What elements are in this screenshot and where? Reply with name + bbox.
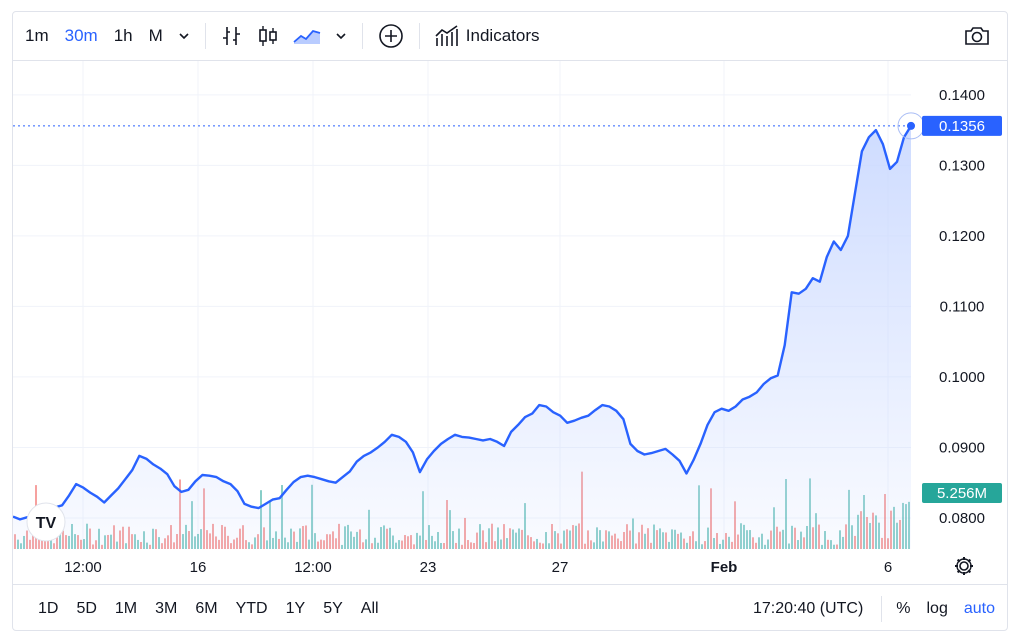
current-price-label: 0.1356: [939, 118, 985, 135]
log-scale-button[interactable]: log: [926, 600, 948, 617]
interval-30m-button[interactable]: 30m: [64, 26, 98, 45]
interval-1m-button[interactable]: 1m: [25, 26, 49, 45]
tradingview-logo[interactable]: [26, 502, 66, 542]
camera-icon[interactable]: [957, 12, 997, 60]
interval-m-button[interactable]: M: [148, 26, 163, 45]
chart-widget: 1m 30m 1h M Indicators 0.1400 0.1300: [12, 11, 1008, 631]
y-tick-label: 0.1000: [939, 369, 985, 386]
current-price-badge: [922, 115, 1002, 136]
y-tick-label: 0.1400: [939, 87, 985, 104]
y-tick-label: 0.1300: [939, 157, 985, 174]
range-3m-button[interactable]: 3M: [155, 600, 178, 617]
current-price-dot: [907, 121, 915, 130]
scale-options: % log auto: [888, 600, 1003, 618]
bottom-divider: [881, 596, 883, 622]
indicators-label: Indicators: [465, 26, 540, 45]
x-tick-label: Feb: [711, 559, 738, 576]
volume-label: 5.256M: [937, 485, 987, 502]
range-group: 1D 5D 1M 3M 6M YTD 1Y 5Y All: [29, 600, 388, 618]
chevron-down-icon[interactable]: [328, 12, 354, 60]
indicators-button[interactable]: Indicators: [428, 12, 546, 60]
interval-group: 1m 30m 1h M: [17, 12, 171, 60]
range-1d-button[interactable]: 1D: [38, 600, 59, 617]
y-tick-label: 0.0800: [939, 510, 985, 527]
range-5d-button[interactable]: 5D: [76, 600, 97, 617]
range-1y-button[interactable]: 1Y: [285, 600, 306, 617]
range-5y-button[interactable]: 5Y: [323, 600, 343, 617]
bar-chart-icon[interactable]: [214, 12, 250, 60]
x-tick-label: 23: [420, 559, 437, 576]
volume-badge: [922, 483, 1002, 503]
toolbar-divider: [361, 23, 363, 49]
y-tick-label: 0.1100: [940, 298, 985, 315]
candles-icon[interactable]: [250, 12, 286, 60]
bottom-toolbar: 1D 5D 1M 3M 6M YTD 1Y 5Y All 17:20:40 (UTC) % log…: [13, 584, 1007, 633]
toolbar-divider: [204, 23, 206, 49]
range-1m-button[interactable]: 1M: [114, 600, 138, 617]
x-tick-label: 12:00: [64, 559, 102, 576]
gear-icon[interactable]: [955, 557, 973, 575]
percent-scale-button[interactable]: %: [896, 600, 911, 617]
price-chart[interactable]: 0.1400 0.1300 0.1200 0.1100 0.1000 0.0900 0.08…: [13, 12, 1007, 584]
range-all-button[interactable]: All: [360, 600, 379, 617]
toolbar-divider: [418, 23, 420, 49]
x-tick-label: 27: [552, 559, 569, 576]
interval-1h-button[interactable]: 1h: [113, 26, 133, 45]
tradingview-logo-text: TV: [36, 515, 57, 532]
range-6m-button[interactable]: 6M: [195, 600, 218, 617]
indicators-icon: [435, 25, 458, 46]
x-tick-label: 16: [190, 559, 207, 576]
range-ytd-button[interactable]: YTD: [235, 600, 268, 617]
area-chart-icon[interactable]: [286, 12, 328, 60]
plus-circle-icon[interactable]: [371, 12, 411, 60]
y-tick-label: 0.0900: [939, 439, 985, 456]
x-tick-label: 12:00: [294, 559, 332, 576]
y-tick-label: 0.1200: [939, 228, 985, 245]
price-line: [13, 125, 913, 522]
price-area-fill: [13, 125, 911, 550]
auto-scale-button[interactable]: auto: [963, 600, 995, 617]
x-tick-label: 6: [884, 559, 892, 576]
top-toolbar: 1m 30m 1h M Indicators: [13, 12, 1007, 61]
chevron-down-icon[interactable]: [171, 12, 197, 60]
utc-clock: 17:20:40 (UTC): [753, 600, 864, 617]
